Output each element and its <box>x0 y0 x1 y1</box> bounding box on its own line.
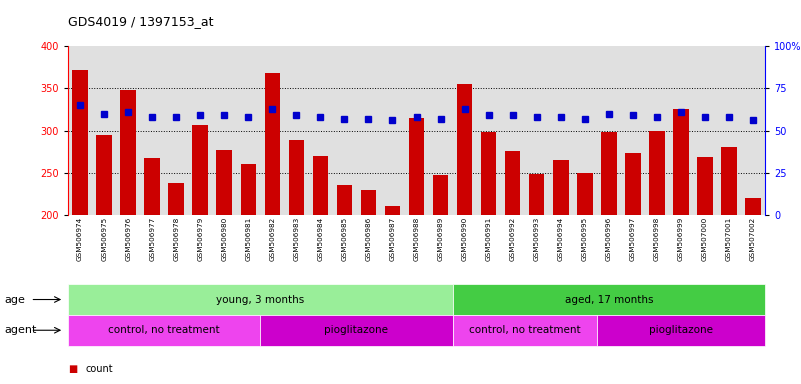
Bar <box>240 164 256 215</box>
Bar <box>260 315 453 346</box>
Bar <box>697 157 713 215</box>
Bar <box>144 157 160 215</box>
Bar <box>409 118 425 215</box>
Bar <box>168 183 184 215</box>
Bar <box>481 132 497 215</box>
Text: GDS4019 / 1397153_at: GDS4019 / 1397153_at <box>68 15 214 28</box>
Text: ■: ■ <box>68 364 78 374</box>
Text: pioglitazone: pioglitazone <box>324 325 388 335</box>
Text: age: age <box>4 295 25 305</box>
Bar <box>68 315 260 346</box>
Bar <box>453 315 597 346</box>
Bar <box>216 150 232 215</box>
Bar <box>453 284 765 315</box>
Bar <box>577 173 593 215</box>
Text: aged, 17 months: aged, 17 months <box>565 295 653 305</box>
Text: agent: agent <box>4 325 36 335</box>
Text: control, no treatment: control, no treatment <box>108 325 220 335</box>
Bar <box>745 198 761 215</box>
Bar <box>384 206 400 215</box>
Bar <box>649 131 665 215</box>
Bar <box>68 284 453 315</box>
Bar <box>625 152 641 215</box>
Bar <box>457 84 473 215</box>
Bar <box>553 160 569 215</box>
Bar <box>433 175 449 215</box>
Bar <box>96 135 112 215</box>
Bar <box>505 151 521 215</box>
Bar <box>529 174 545 215</box>
Bar <box>360 190 376 215</box>
Bar <box>288 140 304 215</box>
Bar <box>120 90 136 215</box>
Text: count: count <box>86 364 113 374</box>
Bar <box>597 315 765 346</box>
Text: control, no treatment: control, no treatment <box>469 325 581 335</box>
Bar <box>601 132 617 215</box>
Bar <box>192 125 208 215</box>
Bar <box>673 109 689 215</box>
Text: pioglitazone: pioglitazone <box>649 325 713 335</box>
Bar <box>336 185 352 215</box>
Text: young, 3 months: young, 3 months <box>216 295 304 305</box>
Bar <box>721 147 737 215</box>
Bar <box>72 70 88 215</box>
Bar <box>312 156 328 215</box>
Bar <box>264 73 280 215</box>
